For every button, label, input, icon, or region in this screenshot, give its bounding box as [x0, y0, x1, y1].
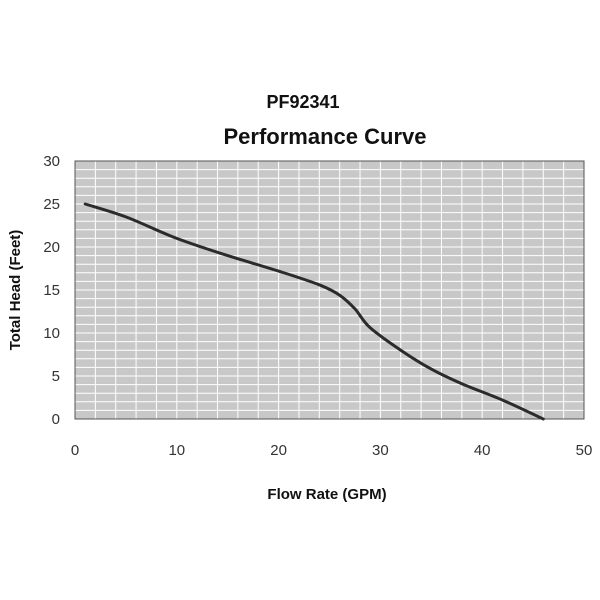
- y-axis-ticks: 0 5 10 15 20 25 30: [43, 153, 60, 428]
- x-tick-label: 50: [576, 442, 593, 459]
- x-tick-label: 30: [372, 442, 389, 459]
- plot-frame: [74, 160, 585, 420]
- x-tick-label: 40: [474, 442, 491, 459]
- x-axis-ticks: 0 10 20 30 40 50: [71, 442, 593, 459]
- y-tick-label: 30: [43, 153, 60, 170]
- x-axis-label: Flow Rate (GPM): [267, 486, 386, 503]
- y-tick-label: 15: [43, 282, 60, 299]
- grid-lines: [75, 161, 584, 419]
- y-axis-label: Total Head (Feet): [7, 230, 24, 351]
- chart-title: Performance Curve: [224, 124, 427, 149]
- x-tick-label: 10: [168, 442, 185, 459]
- y-tick-label: 20: [43, 239, 60, 256]
- y-tick-label: 0: [52, 411, 60, 428]
- y-tick-label: 25: [43, 196, 60, 213]
- x-tick-label: 20: [270, 442, 287, 459]
- y-tick-label: 5: [52, 368, 60, 385]
- model-name: PF92341: [266, 92, 339, 112]
- performance-curve-line: [83, 202, 545, 421]
- x-tick-label: 0: [71, 442, 79, 459]
- y-tick-label: 10: [43, 325, 60, 342]
